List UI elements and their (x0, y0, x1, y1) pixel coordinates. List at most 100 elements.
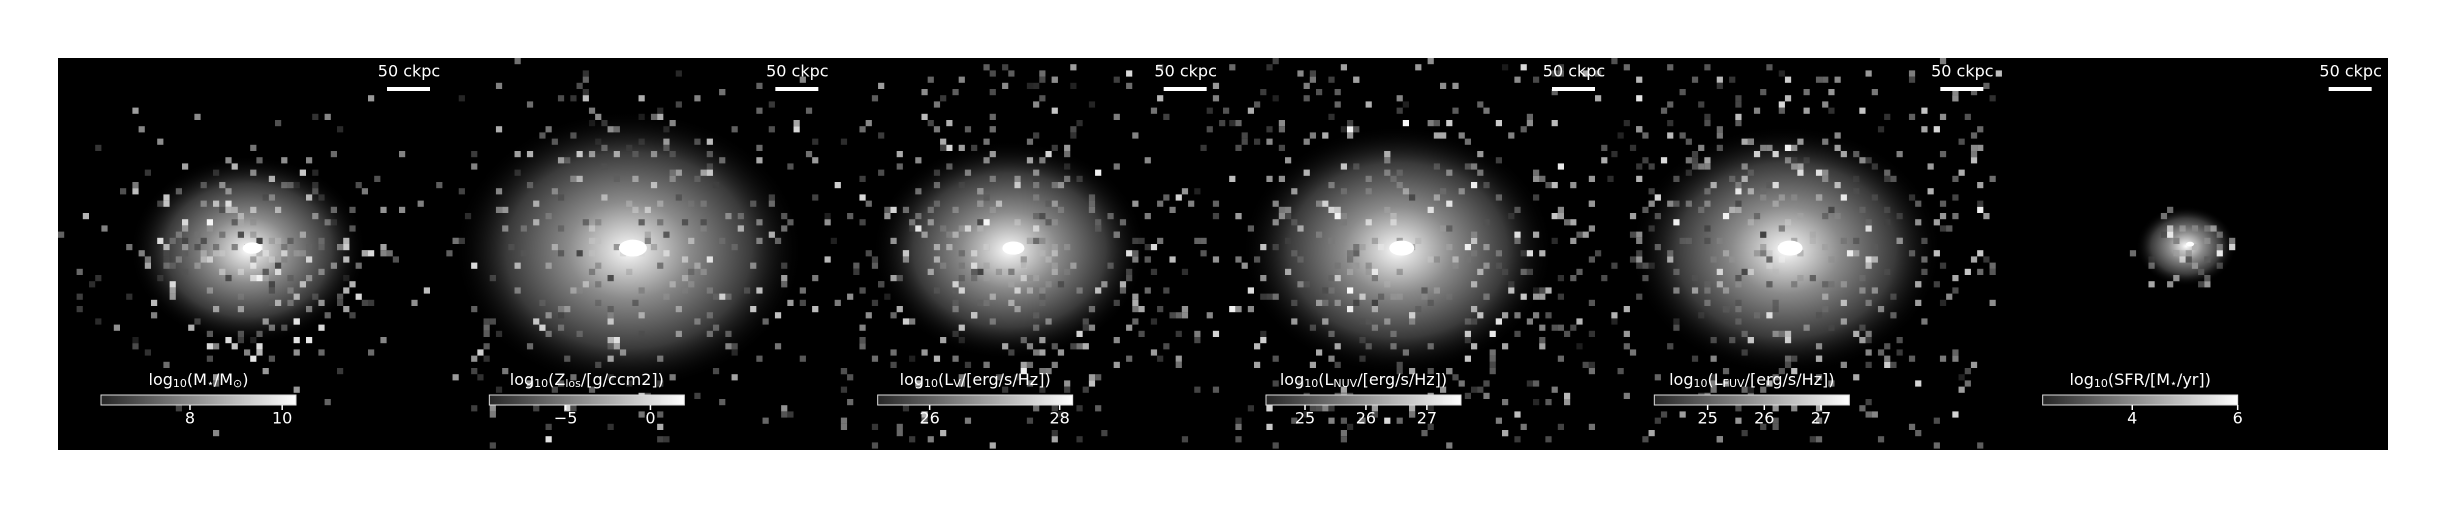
pixel (1704, 299, 1711, 306)
pixel (871, 442, 879, 449)
pixel (1254, 138, 1261, 145)
pixel (989, 113, 996, 120)
pixel (1427, 299, 1434, 306)
colorbar-tick-label: 26 (919, 409, 939, 428)
pixel (1673, 219, 1680, 226)
pixel (1309, 405, 1316, 412)
pixel (1654, 417, 1661, 424)
pixel (2198, 281, 2205, 288)
pixel (681, 219, 689, 226)
pixel (1691, 275, 1699, 282)
pixel (1520, 268, 1527, 275)
pixel (287, 237, 294, 244)
pixel (940, 225, 947, 232)
pixel (1896, 213, 1903, 220)
pixel (1126, 268, 1133, 275)
pixel (799, 355, 806, 362)
pixel (1729, 76, 1736, 83)
pixel (1791, 237, 1798, 244)
pixel (1601, 144, 1608, 151)
pixel (1766, 380, 1773, 387)
pixel (1884, 169, 1891, 176)
pixel (1039, 213, 1046, 220)
colorbar-tick-label: −5 (554, 409, 578, 428)
pixel (194, 318, 201, 325)
pixel (1020, 361, 1027, 368)
pixel (1642, 275, 1649, 282)
pixel (983, 244, 990, 251)
pixel (324, 399, 331, 406)
pixel (545, 330, 552, 337)
pixel (1082, 324, 1089, 331)
pixel (1088, 101, 1096, 108)
pixel (1113, 231, 1120, 238)
pixel (1588, 299, 1595, 306)
pixel (256, 330, 263, 337)
pixel (1772, 299, 1779, 306)
pixel (787, 299, 794, 306)
pixel (157, 275, 164, 282)
pixel (774, 312, 782, 319)
pixel (1033, 324, 1040, 331)
pixel (1576, 318, 1583, 325)
pixel (946, 244, 953, 251)
pixel (1685, 138, 1692, 145)
pixel (324, 312, 331, 319)
pixel (1334, 361, 1341, 368)
pixel (1254, 256, 1261, 263)
pixel (299, 250, 306, 257)
pixel (1051, 76, 1058, 83)
pixel (545, 262, 552, 269)
pixel (847, 213, 854, 220)
pixel (1884, 268, 1891, 275)
pixel (971, 312, 978, 319)
pixel (1051, 182, 1058, 189)
pixel (380, 206, 387, 213)
pixel (762, 417, 769, 424)
pixel (1691, 287, 1699, 294)
pixel (1057, 411, 1065, 418)
pixel (1654, 244, 1661, 251)
pixel (281, 182, 288, 189)
pixel (688, 268, 695, 275)
pixel (1840, 361, 1847, 368)
pixel (1673, 287, 1680, 294)
pixel (1753, 312, 1761, 319)
pixel (1440, 386, 1447, 393)
pixel (1095, 225, 1102, 232)
pixel (1685, 157, 1692, 164)
pixel (1545, 436, 1552, 443)
label-part: (M (187, 370, 207, 389)
pixel (657, 436, 664, 443)
pixel (361, 299, 368, 306)
pixel (1588, 330, 1595, 337)
pixel (1064, 175, 1071, 182)
pixel (638, 113, 645, 120)
pixel (1157, 95, 1164, 102)
pixel (1685, 237, 1692, 244)
pixel (989, 318, 996, 325)
pixel (2204, 237, 2211, 244)
pixel (1772, 268, 1779, 275)
pixel (1679, 132, 1686, 139)
pixel (1371, 306, 1378, 313)
pixel (1778, 225, 1785, 232)
pixel (983, 361, 990, 368)
pixel (306, 194, 313, 201)
pixel (576, 330, 583, 337)
pixel (958, 287, 965, 294)
pixel (1483, 244, 1490, 251)
pixel (927, 76, 934, 83)
pixel (1241, 138, 1248, 145)
pixel (551, 188, 558, 195)
galaxy-core (1777, 240, 1803, 256)
pixel (1126, 355, 1133, 362)
pixel (2216, 250, 2223, 257)
pixel (694, 138, 701, 145)
pixel (1815, 343, 1823, 350)
scale-bar (1940, 87, 1984, 91)
pixel (1200, 237, 1207, 244)
pixel (533, 200, 540, 207)
pixel (1865, 299, 1872, 306)
pixel (1353, 76, 1360, 83)
